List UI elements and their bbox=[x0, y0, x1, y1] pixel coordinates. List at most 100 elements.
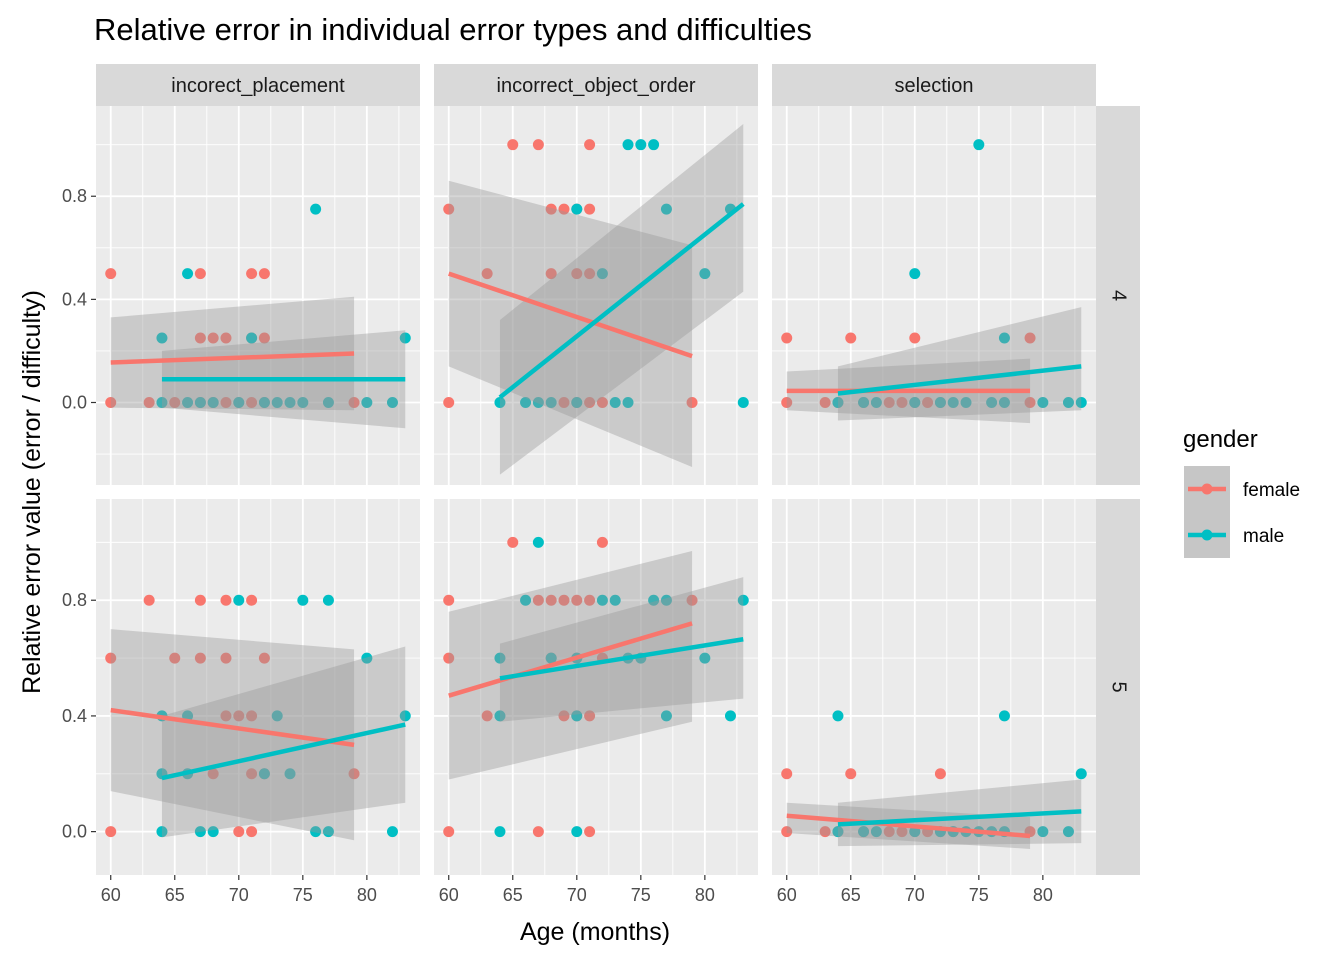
data-point-female bbox=[105, 396, 117, 408]
data-point-male bbox=[361, 652, 373, 664]
data-point-female bbox=[105, 652, 117, 664]
data-point-female bbox=[258, 332, 270, 344]
data-point-male bbox=[635, 139, 647, 151]
x-tick-label: 60 bbox=[101, 885, 121, 905]
y-axis-title: Relative error value (error / difficulty… bbox=[18, 290, 46, 694]
data-point-female bbox=[194, 594, 206, 606]
facet-strip-column bbox=[96, 64, 420, 106]
data-point-male bbox=[998, 332, 1010, 344]
data-point-male bbox=[194, 826, 206, 838]
data-point-female bbox=[443, 652, 455, 664]
data-point-female bbox=[545, 203, 557, 215]
facet-panel bbox=[434, 499, 758, 875]
data-point-male bbox=[322, 826, 334, 838]
data-point-female bbox=[571, 594, 583, 606]
facet-strip-column-label: selection bbox=[895, 75, 974, 97]
confidence-band-male bbox=[161, 646, 406, 838]
data-point-female bbox=[1024, 332, 1036, 344]
x-tick-label: 65 bbox=[503, 885, 523, 905]
data-point-female bbox=[194, 332, 206, 344]
x-tick-label: 80 bbox=[695, 885, 715, 905]
data-point-male bbox=[284, 768, 296, 780]
facet-strip-row-label: 5 bbox=[1108, 681, 1130, 692]
data-point-female bbox=[545, 268, 557, 280]
data-point-female bbox=[532, 826, 544, 838]
data-point-male bbox=[182, 268, 194, 280]
data-point-female bbox=[246, 396, 258, 408]
data-point-male bbox=[648, 594, 660, 606]
data-point-female bbox=[781, 768, 793, 780]
data-point-female bbox=[246, 710, 258, 722]
data-point-male bbox=[660, 203, 672, 215]
data-point-male bbox=[386, 396, 398, 408]
data-point-female bbox=[220, 396, 232, 408]
data-point-male bbox=[1062, 396, 1074, 408]
data-point-male bbox=[156, 826, 168, 838]
data-point-male bbox=[660, 710, 672, 722]
legend-label-male: male bbox=[1243, 526, 1284, 547]
data-point-female bbox=[819, 396, 831, 408]
x-tick-label: 65 bbox=[841, 885, 861, 905]
data-point-female bbox=[781, 396, 793, 408]
facet-strip-column bbox=[434, 64, 758, 106]
data-point-male bbox=[998, 396, 1010, 408]
data-point-male bbox=[1075, 396, 1087, 408]
data-point-male bbox=[622, 139, 634, 151]
legend-title: gender bbox=[1183, 426, 1258, 453]
x-tick-label: 75 bbox=[969, 885, 989, 905]
data-point-female bbox=[246, 826, 258, 838]
data-point-male bbox=[960, 396, 972, 408]
y-tick-label: 0.4 bbox=[62, 706, 87, 726]
data-point-female bbox=[686, 396, 698, 408]
data-point-male bbox=[1037, 826, 1049, 838]
chart-title: Relative error in individual error types… bbox=[94, 12, 812, 47]
data-point-male bbox=[182, 396, 194, 408]
data-point-female bbox=[348, 768, 360, 780]
x-tick-label: 75 bbox=[631, 885, 651, 905]
data-point-male bbox=[973, 139, 985, 151]
data-point-male bbox=[870, 826, 882, 838]
data-point-female bbox=[584, 203, 596, 215]
facet-panel bbox=[96, 106, 420, 485]
data-point-female bbox=[896, 826, 908, 838]
data-point-male bbox=[156, 396, 168, 408]
data-point-female bbox=[686, 594, 698, 606]
data-point-female bbox=[258, 652, 270, 664]
data-point-male bbox=[258, 396, 270, 408]
facet-panel bbox=[434, 106, 758, 485]
x-tick-label: 70 bbox=[905, 885, 925, 905]
trend-line-male bbox=[161, 722, 406, 781]
data-point-male bbox=[532, 536, 544, 548]
data-point-male bbox=[494, 652, 506, 664]
data-point-female bbox=[143, 396, 155, 408]
data-point-female bbox=[220, 332, 232, 344]
data-point-female bbox=[194, 268, 206, 280]
data-point-female bbox=[819, 826, 831, 838]
data-point-male bbox=[271, 396, 283, 408]
data-point-male bbox=[998, 710, 1010, 722]
data-point-male bbox=[284, 396, 296, 408]
confidence-band-male bbox=[499, 577, 744, 722]
data-point-female bbox=[443, 396, 455, 408]
data-point-female bbox=[558, 710, 570, 722]
data-point-female bbox=[481, 710, 493, 722]
confidence-band-female bbox=[110, 296, 355, 411]
data-point-female bbox=[558, 396, 570, 408]
data-point-male bbox=[297, 594, 309, 606]
data-point-female bbox=[922, 396, 934, 408]
data-point-male bbox=[737, 396, 749, 408]
data-point-male bbox=[571, 826, 583, 838]
data-point-male bbox=[233, 396, 245, 408]
data-point-female bbox=[481, 268, 493, 280]
facet-panel bbox=[772, 499, 1096, 875]
data-point-female bbox=[507, 536, 519, 548]
trend-line-female bbox=[448, 621, 693, 698]
data-point-female bbox=[571, 268, 583, 280]
data-point-female bbox=[194, 652, 206, 664]
x-tick-label: 60 bbox=[777, 885, 797, 905]
data-point-female bbox=[596, 536, 608, 548]
legend-entries: female male bbox=[1184, 466, 1300, 558]
data-point-male bbox=[947, 396, 959, 408]
data-point-female bbox=[220, 652, 232, 664]
